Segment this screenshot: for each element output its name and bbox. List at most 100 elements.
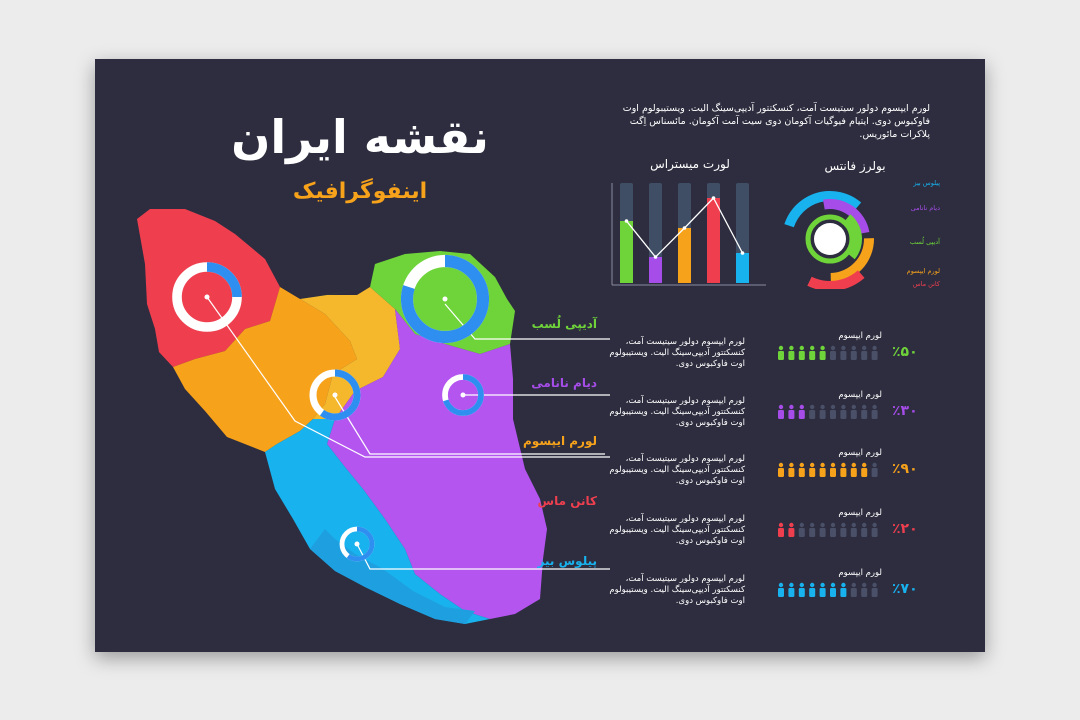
person-icon (840, 522, 847, 537)
map-marker-south-region (339, 526, 375, 562)
page-title: نقشه ایران (231, 110, 489, 164)
donut-legend-label: کانن ماس (912, 280, 940, 288)
bar-trend-point (682, 226, 687, 230)
bar (649, 257, 662, 283)
person-icon (819, 522, 826, 537)
person-icon (871, 522, 878, 537)
person-icon (861, 404, 868, 419)
person-icon (830, 345, 836, 360)
map-region-east (327, 309, 547, 619)
person-icon (819, 582, 826, 597)
bar-trend-point (653, 255, 658, 259)
bar-trend-point (711, 196, 716, 200)
person-icon (809, 404, 816, 419)
item-description: لورم ایپسوم دولور سیتیست آمت، (625, 514, 745, 524)
donut-slice (830, 238, 874, 283)
item-title: کانن ماس (537, 494, 597, 508)
person-icon (850, 582, 857, 597)
person-icon (819, 404, 826, 419)
donut-legend-label: لورم ایپسوم (906, 267, 940, 275)
person-icon (830, 522, 836, 537)
item-description: لورم ایپسوم دولور سیتیست آمت، (625, 454, 745, 464)
person-icon (861, 345, 868, 360)
item-title: پیلوس بیز (537, 554, 597, 568)
iran-map (137, 209, 610, 624)
person-icon (850, 345, 857, 360)
person-icon (861, 522, 868, 537)
map-region-south (265, 419, 490, 624)
pictogram-row (778, 404, 878, 419)
person-icon (798, 582, 805, 597)
person-icon (850, 462, 857, 477)
percent-value: ٪۷۰ (892, 581, 918, 597)
item-description: اوت فاوکبوس دوی. (675, 418, 745, 428)
pictogram-row (778, 462, 878, 477)
person-icon (861, 582, 868, 597)
bar-chart-title: لورت میستراس (650, 157, 730, 171)
donut-center (814, 223, 846, 255)
bar-trend-point (624, 219, 629, 223)
item-description: اوت فاوکبوس دوی. (675, 596, 745, 606)
donut-chart (784, 191, 874, 289)
donut-slice (845, 214, 863, 260)
person-icon (798, 462, 805, 477)
person-icon (778, 345, 784, 360)
pictogram-row (778, 522, 878, 537)
person-icon (798, 404, 805, 419)
item-description: اوت فاوکبوس دوی. (675, 359, 745, 369)
person-icon (809, 462, 816, 477)
item-description: کنسکتتور آدیپی‌سینگ الیت. ویستیبولوم (609, 585, 745, 595)
pictogram-label: لورم ایپسوم (838, 390, 882, 400)
person-icon (871, 582, 878, 597)
percent-value: ٪۹۰ (892, 461, 918, 477)
person-icon (788, 522, 795, 537)
donut-legend-label: پیلوس بیز (913, 179, 940, 187)
person-icon (798, 522, 805, 537)
percent-value: ٪۲۰ (892, 521, 918, 537)
person-icon (819, 462, 826, 477)
map-marker-east-region (442, 374, 484, 416)
person-icon (798, 345, 805, 360)
percent-value: ٪۳۰ (892, 403, 918, 419)
person-icon (809, 582, 816, 597)
item-title: لورم ایپسوم (523, 434, 597, 448)
person-icon (840, 345, 847, 360)
item-description: لورم ایپسوم دولور سیتیست آمت، (625, 337, 745, 347)
person-icon (778, 404, 784, 419)
person-icon (871, 345, 878, 360)
item-description: کنسکتتور آدیپی‌سینگ الیت. ویستیبولوم (609, 407, 745, 417)
item-description: کنسکتتور آدیپی‌سینگ الیت. ویستیبولوم (609, 465, 745, 475)
person-icon (840, 404, 847, 419)
donut-chart-title: بولرز فانتس (824, 159, 886, 173)
map-marker-group (172, 254, 490, 562)
pictogram-label: لورم ایپسوم (838, 331, 882, 341)
person-icon (861, 462, 868, 477)
bar-chart (611, 183, 766, 286)
item-title: آدیپی لُسب (531, 317, 597, 331)
map-region-west (173, 287, 357, 452)
bar (678, 228, 691, 283)
map-region-southeast (310, 529, 475, 624)
bar (736, 253, 749, 283)
person-icon (850, 522, 857, 537)
pictogram-row (778, 345, 878, 360)
person-icon (778, 522, 784, 537)
item-description: کنسکتتور آدیپی‌سینگ الیت. ویستیبولوم (609, 525, 745, 535)
intro-paragraph: لورم ایپسوم دولور سیتیست آمت، کنسکتتور آ… (622, 103, 930, 140)
person-icon (830, 404, 836, 419)
page-subtitle: اینفوگرافیک (292, 179, 428, 204)
map-region-northwest (137, 209, 280, 367)
pictogram-label: لورم ایپسوم (838, 448, 882, 458)
person-icon (871, 462, 878, 477)
donut-legend-label: دیام نانامی (910, 204, 940, 212)
donut-slice (784, 191, 862, 228)
percent-value: ٪۵۰ (892, 344, 918, 360)
person-icon (871, 404, 878, 419)
person-icon (778, 582, 784, 597)
person-icon (850, 404, 857, 419)
person-icon (788, 582, 795, 597)
donut-slice (807, 270, 865, 289)
bar (620, 221, 633, 283)
person-icon (819, 345, 826, 360)
bar (707, 198, 720, 283)
